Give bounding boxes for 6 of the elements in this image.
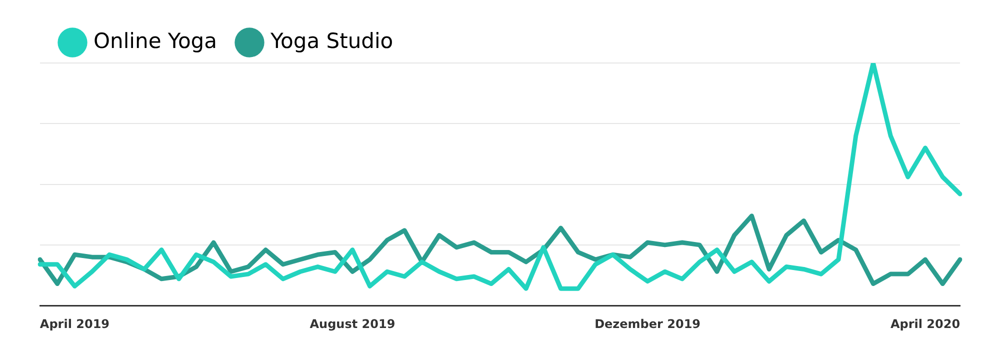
x-tick-label: April 2019 [40,316,110,331]
legend-label: Online Yoga [94,28,217,53]
x-tick-label: August 2019 [310,316,396,331]
legend-label: Yoga Studio [270,28,394,53]
x-tick-label: April 2020 [890,316,960,331]
x-tick-label: Dezember 2019 [594,316,701,331]
